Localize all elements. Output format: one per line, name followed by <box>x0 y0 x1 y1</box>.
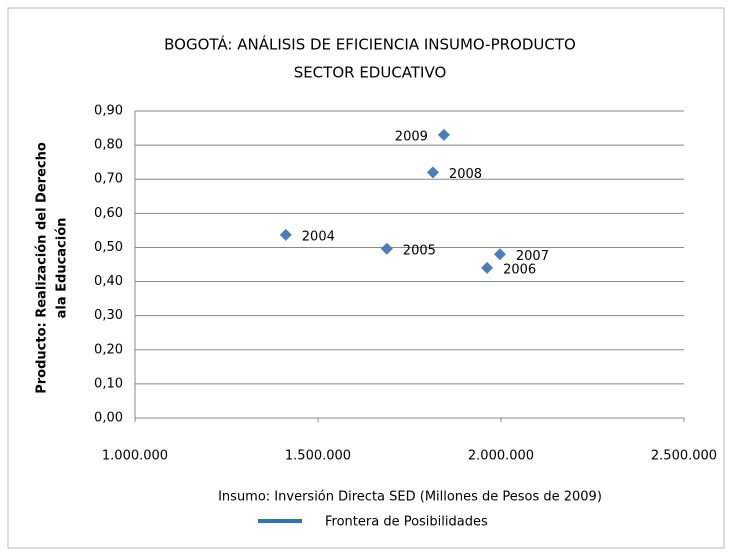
x-tick-label: 1.000.000 <box>102 449 168 464</box>
y-tick-label: 0,60 <box>94 206 123 221</box>
x-axis-title: Insumo: Inversión Directa SED (Millones … <box>218 490 602 505</box>
x-tick-label: 1.500.000 <box>285 449 351 464</box>
y-axis-title: Producto: Realización del Derecho <box>35 142 50 394</box>
chart-frame <box>7 7 725 549</box>
point <box>279 228 292 241</box>
point-label: 2006 <box>503 262 536 277</box>
chart-title: BOGOTÁ: ANÁLISIS DE EFICIENCIA INSUMO-PR… <box>164 35 576 54</box>
point-label: 2004 <box>302 229 335 244</box>
y-tick-label: 0,10 <box>94 376 123 391</box>
point-label: 2005 <box>403 243 436 258</box>
y-tick-label: 0,20 <box>94 342 123 357</box>
y-tick-label: 0,00 <box>94 411 123 426</box>
x-tick-label: 2.000.000 <box>468 449 534 464</box>
legend-label: Frontera de Posibilidades <box>325 515 488 530</box>
y-tick-label: 0,40 <box>94 274 123 289</box>
y-tick-label: 0,90 <box>94 104 123 119</box>
point <box>437 128 450 141</box>
y-tick-label: 0,50 <box>94 240 123 255</box>
chart-subtitle: SECTOR EDUCATIVO <box>294 64 447 82</box>
y-axis-title: ala Educación <box>55 218 70 319</box>
point <box>493 248 506 261</box>
y-tick-label: 0,30 <box>94 308 123 323</box>
point <box>426 166 439 179</box>
point <box>380 242 393 255</box>
y-tick-label: 0,80 <box>94 138 123 153</box>
point-label: 2007 <box>516 249 549 264</box>
y-tick-label: 0,70 <box>94 172 123 187</box>
x-tick-label: 2.500.000 <box>651 449 717 464</box>
point-label: 2008 <box>449 167 482 182</box>
point <box>481 261 494 274</box>
point-label: 2009 <box>395 129 428 144</box>
